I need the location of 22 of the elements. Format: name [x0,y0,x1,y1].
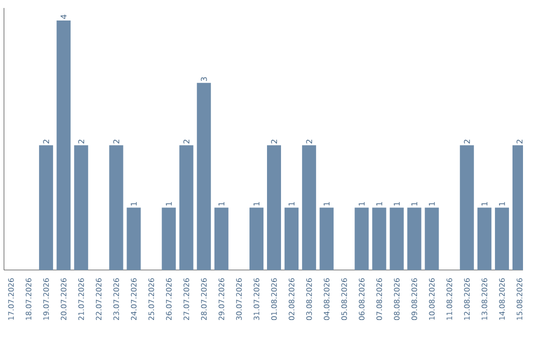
bar [162,208,176,270]
bar [214,208,228,270]
bar [249,208,264,270]
bar [494,208,509,270]
bar [424,208,439,270]
bar [477,208,492,270]
bar [126,208,141,270]
bar [460,145,474,270]
bar [109,145,124,270]
bar [74,145,88,270]
bar [372,208,386,270]
bar [196,82,211,270]
bar [354,208,369,270]
bar [39,145,54,270]
bar [179,145,194,270]
bar [302,145,316,270]
bar [390,208,404,270]
bar [56,20,71,270]
bar [284,208,299,270]
bar [267,145,282,270]
bar [320,208,334,270]
bar [407,208,422,270]
